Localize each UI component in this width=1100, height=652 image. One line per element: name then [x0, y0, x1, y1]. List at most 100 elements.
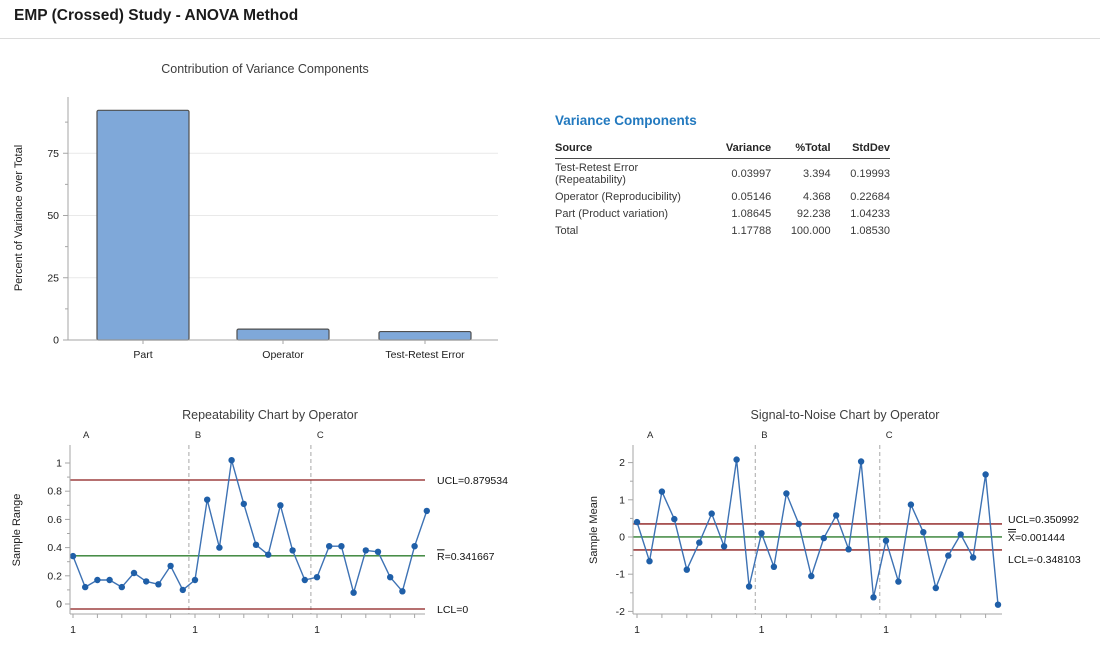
category-label: Operator	[262, 349, 304, 361]
data-point	[191, 576, 199, 584]
data-point	[708, 510, 715, 517]
variance-contribution-bar-chart: 0 25 50 75 Part Operator Test-Retest Error Cont…	[13, 62, 498, 361]
data-point	[795, 520, 802, 528]
data-point	[338, 543, 345, 550]
pct-total-cell: 4.368	[803, 191, 831, 203]
data-point	[833, 512, 840, 519]
data-point	[907, 501, 915, 508]
category-label: Part	[133, 349, 152, 361]
data-point	[783, 490, 790, 497]
data-point	[204, 496, 211, 503]
data-point	[289, 547, 296, 554]
data-point	[969, 554, 977, 561]
center-label: X=0.001444	[1008, 532, 1065, 544]
table-row: Part (Product variation) 1.08645 92.238 …	[555, 205, 890, 222]
data-point	[277, 502, 284, 509]
stddev-cell: 0.19993	[850, 168, 890, 180]
data-point	[167, 562, 174, 570]
pct-total-cell: 92.238	[796, 208, 831, 220]
variance-components-table: Source Variance %Total StdDev Test-Retes…	[555, 140, 890, 239]
y-tick-label: 0.4	[47, 542, 62, 554]
y-tick-label: 0	[56, 599, 62, 611]
variance-cell: 1.17788	[731, 225, 772, 237]
bar-Test-Retest Error	[378, 330, 472, 341]
data-point	[228, 457, 235, 464]
data-point	[130, 569, 138, 577]
stddev-cell: 1.04233	[850, 208, 890, 220]
data-point	[411, 543, 418, 550]
x-start-label: 1	[70, 624, 76, 636]
category-label: Test-Retest Error	[385, 349, 465, 361]
data-point	[671, 515, 678, 523]
stddev-cell: 0.22684	[850, 191, 890, 203]
variance-cell: 0.03997	[731, 168, 772, 180]
data-point	[399, 588, 406, 595]
variance-components-heading: Variance Components	[555, 113, 697, 128]
data-point	[301, 576, 308, 584]
data-point	[720, 543, 728, 550]
data-point	[932, 584, 939, 592]
y-tick-label: 0.2	[47, 570, 62, 582]
x-start-label: 1	[192, 624, 198, 636]
y-tick-label: -2	[616, 606, 625, 618]
source-cell: Operator (Reproducibility)	[555, 191, 681, 203]
data-point	[820, 534, 827, 542]
ucl-label: UCL=0.350992	[1008, 514, 1079, 526]
pct-total-cell: 3.394	[803, 168, 831, 180]
control-chart-title: Signal-to-Noise Chart by Operator	[751, 408, 940, 422]
x-start-label: 1	[314, 624, 320, 636]
y-tick-label: 1	[619, 494, 625, 506]
data-point	[945, 552, 952, 559]
data-point	[326, 543, 333, 550]
data-point	[252, 541, 260, 548]
operator-label-A: A	[647, 430, 654, 441]
data-point	[362, 547, 369, 554]
data-point	[155, 581, 162, 588]
data-point	[118, 583, 126, 591]
y-tick-label: -1	[616, 569, 625, 581]
data-point	[265, 551, 272, 558]
y-tick-label: 0	[53, 335, 59, 347]
data-point	[870, 594, 877, 601]
data-point	[216, 544, 223, 551]
data-point	[313, 574, 321, 581]
operator-label-C: C	[886, 430, 893, 441]
data-point	[758, 530, 765, 537]
control-chart-title: Repeatability Chart by Operator	[182, 408, 358, 422]
x-start-label: 1	[634, 624, 640, 636]
data-point	[143, 578, 150, 585]
variance-cell: 1.08645	[731, 208, 772, 220]
column-header-pct-total: %Total	[771, 140, 831, 159]
source-cell: Total	[555, 225, 579, 237]
variance-cell: 0.05146	[731, 191, 772, 203]
table-row: Test-Retest Error (Repeatability) 0.0399…	[555, 159, 890, 189]
data-point	[745, 583, 753, 590]
y-tick-label: 0.8	[47, 486, 62, 498]
data-point	[240, 500, 247, 508]
y-tick-label: 25	[47, 272, 59, 284]
operator-label-B: B	[761, 430, 767, 441]
column-header-source: Source	[555, 140, 710, 159]
source-cell: Test-Retest Error (Repeatability)	[555, 162, 639, 186]
bar-Part	[96, 109, 190, 341]
data-point	[882, 537, 890, 544]
column-header-stddev: StdDev	[830, 140, 890, 159]
y-tick-label: 2	[619, 457, 625, 469]
data-point	[350, 589, 357, 596]
data-point	[857, 458, 865, 465]
data-point	[994, 601, 1002, 608]
data-point	[770, 563, 778, 570]
bar-chart-title: Contribution of Variance Components	[161, 62, 369, 76]
bar-chart-ylabel: Percent of Variance over Total	[13, 145, 25, 291]
operator-label-B: B	[195, 430, 201, 441]
table-row: Operator (Reproducibility) 0.05146 4.368…	[555, 188, 890, 205]
variance-components-panel: Variance Components Source Variance %Tot…	[555, 113, 895, 239]
operator-label-A: A	[83, 430, 90, 441]
series-line	[636, 458, 999, 605]
data-point	[920, 529, 927, 536]
data-point	[423, 507, 430, 515]
data-point	[179, 586, 186, 594]
data-point	[982, 471, 989, 478]
column-header-variance: Variance	[709, 140, 772, 159]
lcl-label: LCL=0	[437, 604, 468, 616]
